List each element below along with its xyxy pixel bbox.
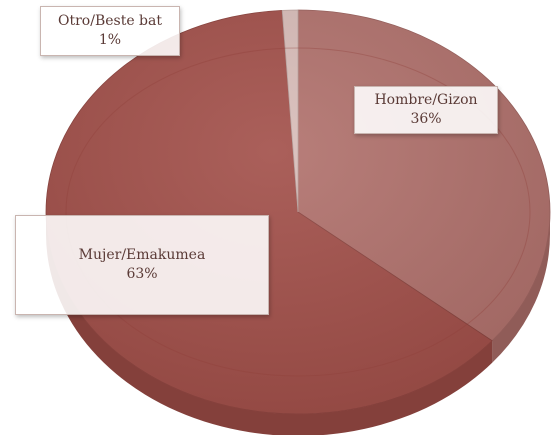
slice-label-hombre-name: Hombre/Gizon (374, 92, 478, 108)
slice-label-hombre: Hombre/Gizon 36% (354, 86, 498, 134)
slice-label-mujer-name: Mujer/Emakumea (78, 247, 206, 263)
pie-top (45, 9, 551, 415)
slice-label-otro: Otro/Beste bat 1% (40, 6, 180, 56)
slice-label-mujer-value: 63% (126, 266, 158, 282)
slice-label-otro-name: Otro/Beste bat (58, 13, 162, 29)
slice-label-otro-value: 1% (98, 32, 122, 48)
slice-label-hombre-value: 36% (410, 111, 442, 127)
slice-label-mujer: Mujer/Emakumea 63% (15, 215, 269, 315)
